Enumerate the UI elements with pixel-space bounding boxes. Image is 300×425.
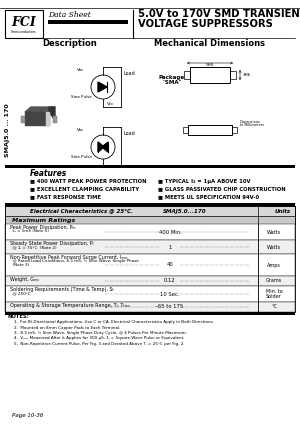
Text: Non-Repetitive Peak Forward Surge Current, Iₘₘ: Non-Repetitive Peak Forward Surge Curren… [10,255,128,260]
Text: 1.  For Bi-Directional Applications, Use C or CA. Electrical Characteristics App: 1. For Bi-Directional Applications, Use … [14,320,214,324]
Text: 5H5: 5H5 [206,63,214,67]
Text: 40: 40 [167,263,173,267]
Polygon shape [25,107,55,112]
Text: @ 1ₗ = 75°C  (Note 2): @ 1ₗ = 75°C (Note 2) [10,245,57,249]
Text: Load: Load [123,71,135,76]
Text: Semiconductors: Semiconductors [11,30,37,34]
Text: Watts: Watts [267,244,281,249]
Bar [183,127,188,133]
Text: Page 10-36: Page 10-36 [12,413,43,417]
Bar [48,20,128,24]
Polygon shape [25,112,49,125]
Text: Package
"SMA": Package "SMA" [159,75,185,85]
Text: ■ GLASS PASSIVATED CHIP CONSTRUCTION: ■ GLASS PASSIVATED CHIP CONSTRUCTION [158,187,286,192]
Text: ■ EXCELLENT CLAMPING CAPABILITY: ■ EXCELLENT CLAMPING CAPABILITY [30,187,139,192]
Bar [190,67,230,83]
Polygon shape [102,142,108,152]
Bar [5,203,295,206]
Text: 2.  Mounted on 8mm Copper Pads to Each Terminal.: 2. Mounted on 8mm Copper Pads to Each Te… [14,326,120,329]
Polygon shape [98,82,107,92]
Text: 5.0V to 170V SMD TRANSIENT: 5.0V to 170V SMD TRANSIENT [138,9,300,19]
Text: (Note 3): (Note 3) [10,264,29,267]
Text: SMAJ5.0...170: SMAJ5.0...170 [163,209,207,213]
Bar [5,312,295,315]
Text: Sine Pulse: Sine Pulse [70,155,92,159]
Text: Dimensions: Dimensions [240,120,261,124]
Text: 3.  8.3 mS, ½ Sine Wave, Single Phase Duty Cycle, @ 4 Pulses Per Minute Maximum.: 3. 8.3 mS, ½ Sine Wave, Single Phase Dut… [14,331,187,335]
Text: Soldering Requirements (Time & Temp), Sₜ: Soldering Requirements (Time & Temp), Sₜ [10,286,114,292]
Text: Description: Description [43,39,98,48]
Text: Vac: Vac [77,128,85,132]
Text: 10 Sec.: 10 Sec. [160,292,180,297]
Text: Load: Load [123,130,135,136]
Text: Steady State Power Dissipation, Pₗ: Steady State Power Dissipation, Pₗ [10,241,93,246]
Text: 3H6: 3H6 [243,73,251,77]
Text: 0.12: 0.12 [164,278,176,283]
Text: ■ FAST RESPONSE TIME: ■ FAST RESPONSE TIME [30,195,101,199]
Text: SMAJ5.0 ... 170: SMAJ5.0 ... 170 [5,103,10,157]
Text: Mechanical Dimensions: Mechanical Dimensions [154,39,266,48]
Text: Amps: Amps [267,263,281,267]
Bar [5,240,295,254]
Text: Vcc: Vcc [107,102,115,106]
Bar [5,216,295,224]
Text: Features: Features [30,168,67,178]
Text: Watts: Watts [267,230,281,235]
Ellipse shape [239,213,277,246]
Text: 1: 1 [168,244,172,249]
Bar [21,116,25,123]
Bar [5,206,295,312]
Text: @ 250°C: @ 250°C [10,291,31,295]
Text: °C: °C [271,304,277,309]
Text: Vac: Vac [77,68,85,72]
Text: Weight, Gₘₓ: Weight, Gₘₓ [10,277,39,281]
Ellipse shape [104,213,146,251]
Bar [5,10,43,38]
Bar [184,71,190,79]
Bar [5,206,295,216]
Text: 5.  Non-Repetitive Current Pulse, Per Fig. 3 and Derated Above Tₗ = 25°C per Fig: 5. Non-Repetitive Current Pulse, Per Fig… [14,342,184,346]
Bar [5,276,295,286]
Text: @ Rated Load Conditions, 8.3 mS, ½ Sine Wave, Single Phase: @ Rated Load Conditions, 8.3 mS, ½ Sine … [10,259,139,263]
Text: In Millimeters: In Millimeters [240,123,264,127]
Polygon shape [98,142,104,152]
Bar [5,254,295,276]
Text: Maximum Ratings: Maximum Ratings [12,218,75,223]
Text: Operating & Storage Temperature Range, Tₗ, Tₜₘₓ: Operating & Storage Temperature Range, T… [10,303,130,308]
Text: Data Sheet: Data Sheet [48,11,91,19]
Text: Peak Power Dissipation, Pₘ: Peak Power Dissipation, Pₘ [10,224,76,230]
Bar [53,116,57,123]
Text: ■ 400 WATT PEAK POWER PROTECTION: ■ 400 WATT PEAK POWER PROTECTION [30,178,147,184]
Text: Grams: Grams [266,278,282,283]
Text: ■ TYPICAL I₂ = 1μA ABOVE 10V: ■ TYPICAL I₂ = 1μA ABOVE 10V [158,178,250,184]
Bar [230,71,236,79]
Bar [5,165,295,168]
Polygon shape [49,107,55,120]
Text: 4.  Vₘₘ Measured After it Applies for 300 μS, 1ₗ = Square Wave Pulse or Equivale: 4. Vₘₘ Measured After it Applies for 300… [14,337,184,340]
Text: Electrical Characteristics @ 25°C.: Electrical Characteristics @ 25°C. [30,209,133,213]
Text: Sine Pulse: Sine Pulse [70,95,92,99]
Bar [232,127,237,133]
Text: -65 to 175: -65 to 175 [156,304,184,309]
Bar [188,125,232,135]
Text: FCI: FCI [12,15,36,28]
Bar [5,302,295,312]
Text: 400 Min.: 400 Min. [159,230,182,235]
Ellipse shape [149,210,191,246]
Polygon shape [46,112,49,125]
Text: Min. to
Solder: Min. to Solder [266,289,282,299]
Ellipse shape [47,221,103,259]
Bar [5,224,295,240]
Bar [5,286,295,302]
Text: VOLTAGE SUPPRESSORS: VOLTAGE SUPPRESSORS [138,19,273,29]
Text: tₐ = 1mS (Note 5): tₐ = 1mS (Note 5) [10,229,49,233]
Text: NOTES:: NOTES: [8,314,30,320]
Text: ■ MEETS UL SPECIFICATION 94V-0: ■ MEETS UL SPECIFICATION 94V-0 [158,195,259,199]
Ellipse shape [194,210,236,246]
Text: Units: Units [275,209,291,213]
